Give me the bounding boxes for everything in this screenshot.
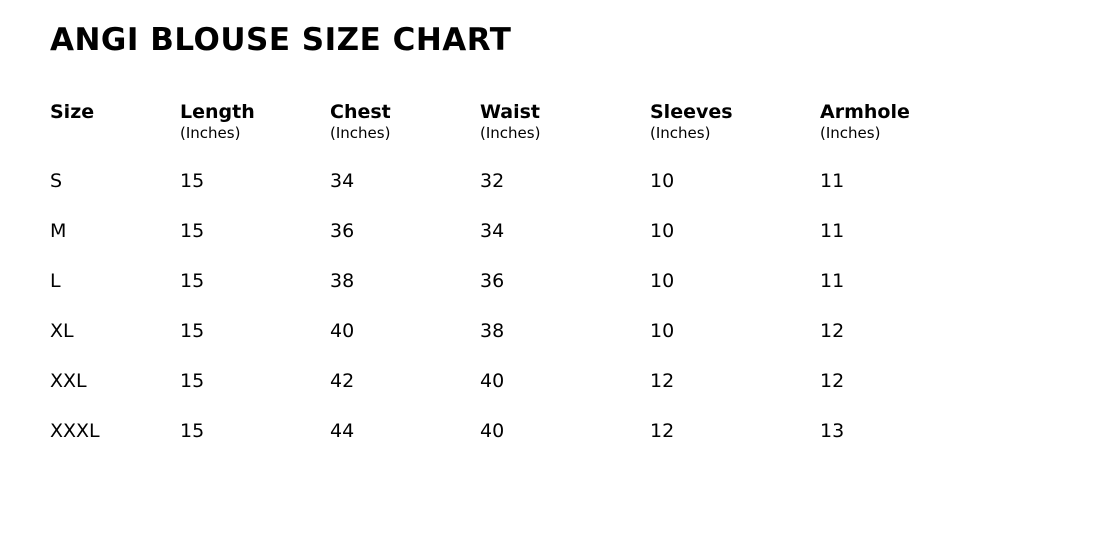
column-header-label: Sleeves xyxy=(650,101,733,123)
table-row-xxl: XXL 15 42 40 12 12 xyxy=(50,370,1050,420)
column-header-label: Armhole xyxy=(820,101,910,123)
cell-sleeves: 10 xyxy=(650,170,675,192)
cell-waist: 38 xyxy=(480,320,505,342)
cell-waist: 36 xyxy=(480,270,505,292)
page-title: ANGI BLOUSE SIZE CHART xyxy=(50,22,512,58)
table-row-xxxl: XXXL 15 44 40 12 13 xyxy=(50,420,1050,470)
column-header-size: Size xyxy=(50,100,180,142)
cell-length: 15 xyxy=(180,320,205,342)
column-header-armhole: Armhole (Inches) xyxy=(820,100,980,142)
table-row-s: S 15 34 32 10 11 xyxy=(50,170,1050,220)
cell-chest: 40 xyxy=(330,320,355,342)
cell-chest: 34 xyxy=(330,170,355,192)
cell-sleeves: 10 xyxy=(650,220,675,242)
cell-waist: 40 xyxy=(480,370,505,392)
cell-size: M xyxy=(50,220,67,242)
column-header-waist: Waist (Inches) xyxy=(480,100,650,142)
column-header-label: Waist xyxy=(480,101,541,123)
cell-waist: 32 xyxy=(480,170,505,192)
column-header-unit: (Inches) xyxy=(330,124,391,142)
cell-armhole: 11 xyxy=(820,270,845,292)
cell-chest: 44 xyxy=(330,420,355,442)
cell-size: S xyxy=(50,170,63,192)
table-row-xl: XL 15 40 38 10 12 xyxy=(50,320,1050,370)
cell-armhole: 13 xyxy=(820,420,845,442)
cell-length: 15 xyxy=(180,170,205,192)
column-header-unit: (Inches) xyxy=(480,124,541,142)
cell-sleeves: 12 xyxy=(650,370,675,392)
column-header-unit: (Inches) xyxy=(820,124,881,142)
table-row-l: L 15 38 36 10 11 xyxy=(50,270,1050,320)
column-header-label: Chest xyxy=(330,101,391,123)
column-header-chest: Chest (Inches) xyxy=(330,100,480,142)
cell-waist: 34 xyxy=(480,220,505,242)
table-header-row: Size Length (Inches) Chest (Inches) Wais… xyxy=(50,100,1050,142)
cell-waist: 40 xyxy=(480,420,505,442)
cell-sleeves: 12 xyxy=(650,420,675,442)
cell-sleeves: 10 xyxy=(650,320,675,342)
column-header-unit: (Inches) xyxy=(180,124,241,142)
column-header-label: Length xyxy=(180,101,255,123)
cell-armhole: 12 xyxy=(820,370,845,392)
column-header-sleeves: Sleeves (Inches) xyxy=(650,100,820,142)
cell-length: 15 xyxy=(180,270,205,292)
column-header-length: Length (Inches) xyxy=(180,100,330,142)
cell-size: XXL xyxy=(50,370,87,392)
cell-chest: 38 xyxy=(330,270,355,292)
cell-chest: 42 xyxy=(330,370,355,392)
column-header-label: Size xyxy=(50,101,95,123)
cell-length: 15 xyxy=(180,370,205,392)
cell-length: 15 xyxy=(180,420,205,442)
column-header-unit: (Inches) xyxy=(650,124,711,142)
cell-armhole: 11 xyxy=(820,220,845,242)
cell-armhole: 11 xyxy=(820,170,845,192)
cell-length: 15 xyxy=(180,220,205,242)
cell-chest: 36 xyxy=(330,220,355,242)
table-row-m: M 15 36 34 10 11 xyxy=(50,220,1050,270)
cell-size: XL xyxy=(50,320,74,342)
cell-size: L xyxy=(50,270,61,292)
cell-sleeves: 10 xyxy=(650,270,675,292)
size-chart-table: Size Length (Inches) Chest (Inches) Wais… xyxy=(50,100,1050,470)
cell-armhole: 12 xyxy=(820,320,845,342)
cell-size: XXXL xyxy=(50,420,100,442)
